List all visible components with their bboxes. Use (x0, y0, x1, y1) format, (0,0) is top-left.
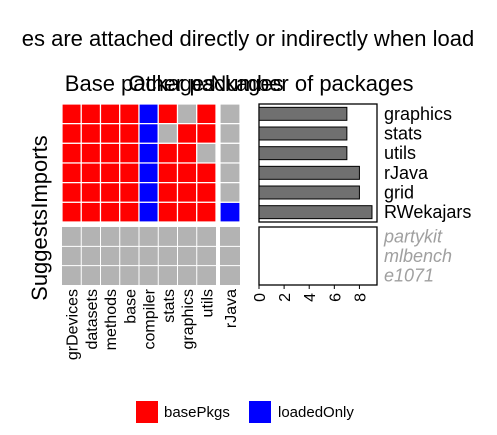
count-bar (258, 106, 348, 121)
heatmap-tile (80, 201, 102, 223)
column-tick-label: base (122, 289, 139, 324)
panel-title-other: Other packages (128, 71, 283, 96)
heatmap-tile (196, 182, 217, 203)
legend-swatch (249, 401, 271, 423)
row-tick-label: rJava (384, 163, 429, 183)
legend-label: loadedOnly (278, 404, 354, 421)
heatmap-tile (219, 103, 241, 125)
count-bar (258, 205, 373, 220)
axis-tick-label: 8 (352, 293, 369, 302)
column-tick-label: grDevices (65, 289, 82, 360)
panel-title-base: Base packages (65, 71, 215, 96)
heatmap-tile (138, 162, 159, 184)
heatmap-tile (61, 142, 82, 164)
heatmap-tile (61, 162, 82, 184)
axis-tick-label: 0 (252, 293, 269, 302)
heatmap-tile (176, 162, 198, 184)
heatmap-tile (61, 182, 82, 203)
column-tick-label: stats (161, 289, 178, 323)
heatmap-tile (138, 123, 159, 144)
suggests-other-panel (220, 227, 240, 285)
panel-title-number: Number of packages (211, 71, 414, 96)
row-group-suggests: Suggests (27, 209, 52, 301)
heatmap-tile (219, 182, 241, 203)
heatmap-tile (119, 123, 140, 144)
heatmap-tile (119, 182, 140, 203)
row-tick-label-suggests: e1071 (384, 265, 434, 285)
heatmap-tile (80, 103, 102, 125)
heatmap-tile (176, 123, 198, 144)
count-bar (258, 126, 348, 141)
heatmap-tile (157, 182, 179, 203)
count-bar (258, 146, 348, 161)
column-tick-label: rJava (223, 289, 240, 328)
heatmap-tile (176, 201, 198, 223)
heatmap-tile (219, 201, 241, 223)
heatmap-tile (176, 182, 198, 203)
row-tick-label-suggests: mlbench (384, 246, 452, 266)
heatmap-tile (80, 182, 102, 203)
heatmap-tile (196, 142, 217, 164)
heatmap-tile (157, 123, 179, 144)
row-tick-label: graphics (384, 104, 452, 124)
column-tick-label: methods (103, 289, 120, 350)
heatmap-tile (80, 142, 102, 164)
heatmap-tile (80, 162, 102, 184)
column-tick-label: utils (199, 289, 216, 317)
heatmap-tile (99, 103, 121, 125)
count-bar (258, 185, 360, 200)
heatmap-tile (119, 162, 140, 184)
row-tick-label-suggests: partykit (383, 227, 443, 247)
row-tick-label: RWekajars (384, 202, 471, 222)
bar-panel-imports (258, 103, 378, 223)
legend-swatch (136, 401, 158, 423)
heatmap-tile (99, 182, 121, 203)
heatmap-tile (61, 103, 82, 125)
heatmap-tile (138, 103, 159, 125)
heatmap-tile (99, 201, 121, 223)
heatmap-tile (157, 201, 179, 223)
heatmap-tile (157, 103, 179, 125)
heatmap-tile (176, 142, 198, 164)
heatmap-tile (99, 123, 121, 144)
column-tick-label: datasets (84, 289, 101, 349)
row-tick-label: grid (384, 183, 414, 203)
heatmap-tile (80, 123, 102, 144)
heatmap-tile (196, 162, 217, 184)
axis-tick-label: 6 (327, 293, 344, 302)
heatmap-tile (61, 123, 82, 144)
legend-label: basePkgs (164, 404, 230, 421)
column-tick-label: graphics (180, 289, 197, 349)
heatmap-tile (99, 162, 121, 184)
heatmap-tile (119, 103, 140, 125)
heatmap-tile (219, 142, 241, 164)
heatmap-tile (99, 142, 121, 164)
heatmap-tile (138, 182, 159, 203)
heatmap-tile (219, 162, 241, 184)
column-tick-label: compiler (142, 288, 159, 349)
heatmap-tile (176, 103, 198, 125)
heatmap-tile (119, 201, 140, 223)
axis-tick-label: 4 (302, 293, 319, 302)
heatmap-tile (196, 201, 217, 223)
heatmap-tile (138, 142, 159, 164)
row-group-imports: Imports (27, 135, 52, 208)
heatmap-tile (219, 123, 241, 144)
chart-title: es are attached directly or indirectly w… (22, 26, 474, 51)
row-tick-label: utils (384, 143, 416, 163)
heatmap-tile (138, 201, 159, 223)
heatmap-tile (196, 123, 217, 144)
row-tick-label: stats (384, 124, 422, 144)
heatmap-tile (196, 103, 217, 125)
heatmap-tile (157, 142, 179, 164)
bar-panel-suggests (258, 226, 378, 286)
heatmap-tile (157, 162, 179, 184)
axis-tick-label: 2 (277, 293, 294, 302)
heatmap-tile (119, 142, 140, 164)
heatmap-tile (61, 201, 82, 223)
count-bar (258, 165, 360, 180)
